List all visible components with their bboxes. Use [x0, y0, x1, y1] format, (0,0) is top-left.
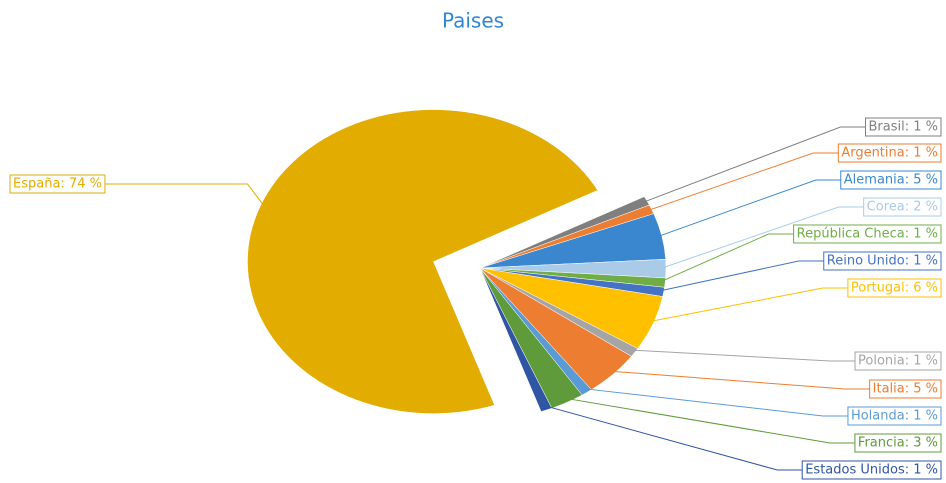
data-label: Polonia: 1 %: [858, 354, 938, 369]
leader-line: [658, 260, 824, 292]
labels: Brasil: 1 % Argentina: 1 % Alemania: 5 % Co…: [9, 117, 942, 480]
leader-line: [564, 397, 855, 444]
data-label: Portugal: 6 %: [851, 281, 938, 296]
leader-line: [608, 370, 870, 390]
data-label: Holanda: 1 %: [851, 409, 938, 424]
label-box: [854, 351, 942, 371]
leader-line: [647, 287, 848, 323]
pie-slice: [247, 109, 599, 414]
data-label: Alemania: 5 %: [844, 173, 938, 188]
leader-line: [659, 233, 794, 283]
label-box: [823, 251, 942, 271]
leader-line: [104, 183, 266, 209]
data-label: República Checa: 1 %: [797, 227, 938, 242]
data-label: Italia: 5 %: [873, 382, 938, 397]
label-box: [793, 224, 942, 244]
leader-line: [641, 126, 866, 204]
label-box: [801, 460, 942, 480]
label-box: [9, 174, 106, 194]
data-label: Estados Unidos: 1 %: [805, 463, 938, 478]
data-label: Francia: 3 %: [858, 436, 938, 451]
label-box: [847, 406, 942, 426]
data-label: Brasil: 1 %: [869, 120, 939, 135]
leader-line: [646, 152, 839, 212]
leader-line: [629, 349, 856, 362]
chart-title: Paises: [442, 9, 504, 33]
label-box: [865, 117, 942, 137]
label-box: [869, 379, 942, 399]
leader-line: [544, 405, 803, 471]
label-box: [847, 278, 942, 298]
data-label: Argentina: 1 %: [841, 146, 938, 161]
data-label: Reino Unido: 1 %: [827, 254, 938, 269]
leader-line: [656, 179, 841, 238]
data-label: España: 74 %: [13, 177, 102, 192]
label-box: [863, 197, 942, 217]
label-box: [854, 433, 942, 453]
label-box: [840, 170, 942, 190]
leader-line: [660, 206, 864, 270]
leader-line: [583, 388, 848, 417]
label-box: [837, 143, 942, 163]
data-label: Corea: 2 %: [867, 200, 938, 215]
